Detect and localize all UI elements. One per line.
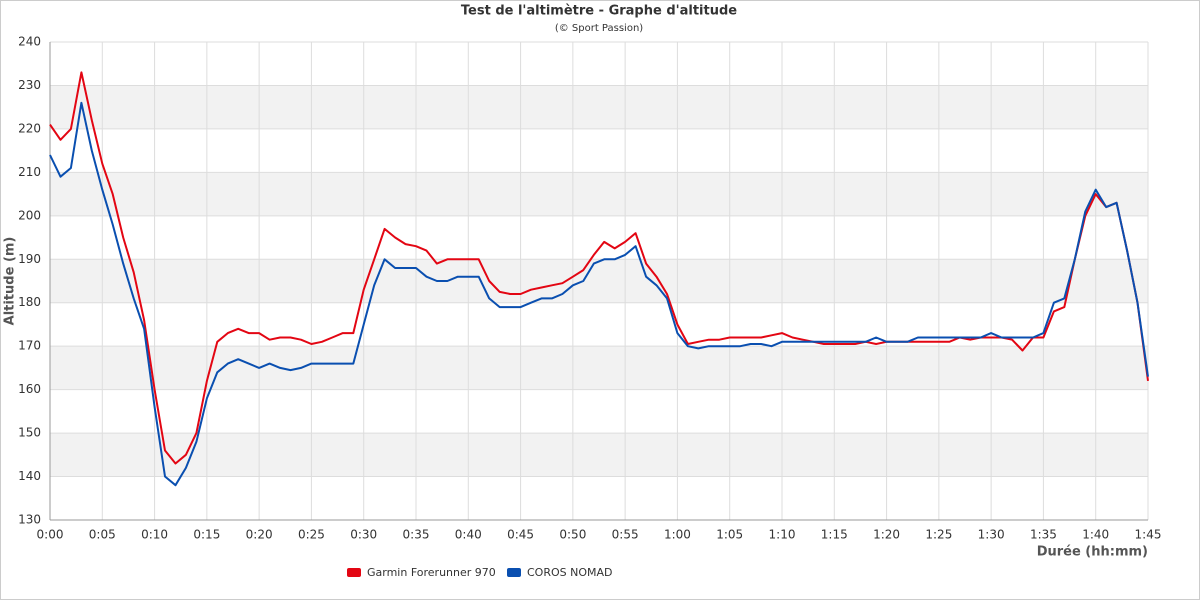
x-tick-label: 1:45 <box>1135 528 1162 542</box>
x-tick-label: 0:50 <box>559 528 586 542</box>
y-tick-label: 240 <box>18 35 41 49</box>
grid-band <box>50 172 1148 216</box>
x-tick-label: 1:30 <box>978 528 1005 542</box>
x-tick-label: 1:25 <box>925 528 952 542</box>
grid-band <box>50 346 1148 390</box>
x-tick-label: 0:55 <box>612 528 639 542</box>
x-tick-label: 0:10 <box>141 528 168 542</box>
y-tick-label: 160 <box>18 382 41 396</box>
x-tick-label: 0:00 <box>37 528 64 542</box>
y-tick-label: 180 <box>18 295 41 309</box>
x-tick-label: 0:45 <box>507 528 534 542</box>
x-tick-label: 1:40 <box>1082 528 1109 542</box>
y-tick-label: 140 <box>18 469 41 483</box>
y-axis-title: Altitude (m) <box>3 237 18 326</box>
y-tick-label: 230 <box>18 78 41 92</box>
x-tick-label: 0:20 <box>246 528 273 542</box>
series-line <box>49 71 1149 465</box>
x-tick-label: 1:20 <box>873 528 900 542</box>
y-tick-label: 190 <box>18 252 41 266</box>
x-tick-label: 0:40 <box>455 528 482 542</box>
y-tick-label: 170 <box>18 339 41 353</box>
series-line <box>49 101 1149 487</box>
grid-band <box>50 433 1148 477</box>
grid-band <box>50 259 1148 303</box>
x-tick-label: 0:05 <box>89 528 116 542</box>
x-axis-title: Durée (hh:mm) <box>1037 545 1148 560</box>
x-tick-label: 0:15 <box>193 528 220 542</box>
x-tick-label: 1:00 <box>664 528 691 542</box>
chart-subtitle: (© Sport Passion) <box>555 23 643 34</box>
legend-label: COROS NOMAD <box>527 566 613 579</box>
x-tick-label: 0:35 <box>403 528 430 542</box>
y-tick-label: 150 <box>18 426 41 440</box>
chart-title: Test de l'altimètre - Graphe d'altitude <box>461 4 737 19</box>
x-tick-label: 1:05 <box>716 528 743 542</box>
y-tick-label: 220 <box>18 121 41 135</box>
legend-swatch <box>507 568 521 577</box>
x-tick-label: 1:15 <box>821 528 848 542</box>
legend-swatch <box>347 568 361 577</box>
y-tick-label: 130 <box>18 513 41 527</box>
x-tick-label: 1:10 <box>769 528 796 542</box>
x-tick-label: 0:30 <box>350 528 377 542</box>
x-tick-label: 0:25 <box>298 528 325 542</box>
y-tick-label: 200 <box>18 208 41 222</box>
y-tick-label: 210 <box>18 165 41 179</box>
x-tick-label: 1:35 <box>1030 528 1057 542</box>
grid-band <box>50 85 1148 129</box>
legend-label: Garmin Forerunner 970 <box>367 566 496 579</box>
